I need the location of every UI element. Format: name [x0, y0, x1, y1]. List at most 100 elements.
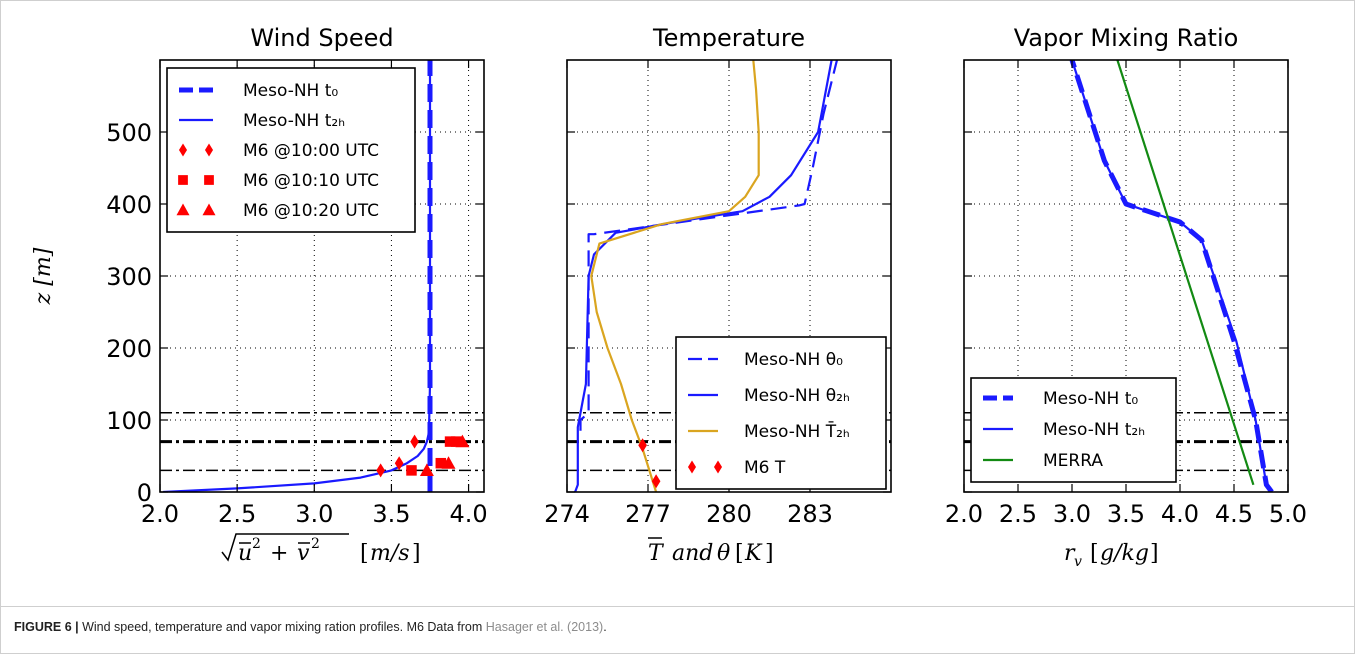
temperature-title: Temperature	[652, 24, 805, 52]
caption-citation-link[interactable]: Hasager et al. (2013)	[485, 620, 604, 634]
legend-label: Meso-NH T̄₂ₕ	[744, 420, 850, 442]
x-tick-label: 3.5	[372, 500, 410, 528]
svg-text:[: [	[1090, 541, 1099, 566]
y-tick-label: 100	[106, 407, 152, 435]
diamond-marker	[376, 463, 385, 478]
svg-text:]: ]	[1150, 541, 1159, 566]
legend-label: Meso-NH t₂ₕ	[1043, 420, 1145, 440]
x-tick-label: 283	[787, 500, 833, 528]
svg-text:v: v	[1074, 554, 1082, 570]
svg-text:and: and	[672, 541, 713, 566]
x-tick-label: 4.0	[1161, 500, 1199, 528]
series-group	[574, 60, 839, 492]
svg-text:m/s: m/s	[370, 541, 410, 566]
triangle-marker	[441, 456, 456, 469]
legend: Meso-NH θ₀ Meso-NH θ₂ₕ Meso-NH T̄₂ₕ M6 T	[675, 336, 887, 490]
legend-diamond-marker	[204, 143, 214, 157]
legend-label: M6 T	[744, 458, 786, 478]
temperature-xlabel: T and θ [ K ]	[648, 537, 774, 566]
vapor-mixing-ratio-title: Vapor Mixing Ratio	[1014, 24, 1239, 52]
series-line	[163, 60, 432, 492]
svg-text:[: [	[360, 541, 369, 566]
svg-text:r: r	[1064, 541, 1076, 566]
legend-diamond-marker	[687, 460, 697, 474]
svg-text:T: T	[648, 541, 665, 566]
figure-canvas: Wind Speed 2.0 2.5 3.0 3.5 4.0 0 100 200 300 400 5…	[31, 24, 1307, 570]
legend-label: M6 @10:00 UTC	[243, 141, 379, 161]
x-tick-label: 4.0	[449, 500, 487, 528]
svg-text:θ: θ	[717, 541, 730, 566]
series-line	[579, 60, 839, 431]
svg-text:[: [	[735, 541, 744, 566]
legend-label: Meso-NH t₂ₕ	[243, 111, 345, 131]
triangle-marker	[419, 463, 434, 476]
x-tick-label: 2.0	[141, 500, 179, 528]
svg-text:v: v	[297, 541, 310, 566]
vapor-xlabel: r v [ g/kg ]	[1064, 541, 1159, 570]
legend-diamond-marker	[713, 460, 723, 474]
x-tick-label: 2.5	[218, 500, 256, 528]
legend-triangle-marker	[202, 203, 216, 216]
legend-triangle-marker	[176, 203, 190, 216]
x-tick-label: 3.0	[1053, 500, 1091, 528]
x-tick-label: 4.5	[1215, 500, 1253, 528]
x-tick-label: 2.5	[999, 500, 1037, 528]
wind-speed-panel: Wind Speed 2.0 2.5 3.0 3.5 4.0 0 100 200 300 400 5…	[106, 24, 487, 528]
x-tick-label: 2.0	[945, 500, 983, 528]
y-tick-label: 0	[137, 479, 152, 507]
x-tick-label: 3.0	[295, 500, 333, 528]
diamond-marker	[410, 434, 419, 449]
diamond-marker	[394, 456, 404, 471]
x-tick-label: 277	[625, 500, 671, 528]
svg-text:2: 2	[252, 536, 261, 552]
legend-diamond-marker	[178, 143, 188, 157]
y-tick-label: 400	[106, 191, 152, 219]
legend-label: Meso-NH θ₀	[744, 350, 843, 370]
svg-text:u: u	[238, 541, 252, 566]
wind-ylabel: z [m]	[31, 247, 56, 305]
svg-text:]: ]	[412, 541, 421, 566]
x-tick-label: 274	[544, 500, 590, 528]
y-tick-label: 500	[106, 119, 152, 147]
series-line	[1070, 60, 1273, 492]
legend-label: Meso-NH θ₂ₕ	[744, 386, 850, 406]
x-tick-label: 5.0	[1269, 500, 1307, 528]
series-line	[590, 60, 760, 492]
caption-text: Wind speed, temperature and vapor mixing…	[78, 620, 486, 634]
x-tick-label: 280	[706, 500, 752, 528]
diamond-marker	[651, 474, 661, 489]
legend-label: MERRA	[1043, 451, 1103, 471]
triangle-marker	[455, 434, 470, 448]
legend-square-marker	[178, 175, 188, 185]
series-group	[1069, 60, 1274, 492]
legend-label: Meso-NH t₀	[243, 81, 338, 101]
legend-label: M6 @10:10 UTC	[243, 171, 379, 191]
legend: Meso-NH t₀ Meso-NH t₂ₕ MERRA	[970, 377, 1177, 483]
square-marker	[406, 465, 417, 476]
vapor-mixing-ratio-panel: Vapor Mixing Ratio 2.0 2.5 3.0 3.5 4.0 4.5 5.0…	[945, 24, 1307, 528]
y-tick-label: 300	[106, 263, 152, 291]
caption-label: FIGURE 6 |	[14, 620, 79, 634]
legend-square-marker	[204, 175, 214, 185]
series-line	[1116, 60, 1255, 486]
x-tick-label: 3.5	[1107, 500, 1145, 528]
svg-text:2: 2	[311, 536, 320, 552]
series-line	[574, 60, 833, 492]
legend-label: M6 @10:20 UTC	[243, 201, 379, 221]
caption-end: .	[603, 620, 607, 634]
legend: Meso-NH t₀ Meso-NH t₂ₕ M6 @10:00 UTC M6 @10…	[166, 67, 416, 233]
caption-divider	[0, 606, 1355, 607]
y-tick-label: 200	[106, 335, 152, 363]
wind-speed-title: Wind Speed	[250, 24, 393, 52]
svg-text:+: +	[270, 541, 288, 566]
diamond-marker	[638, 438, 647, 453]
svg-text:K: K	[744, 541, 763, 566]
legend-box	[675, 336, 887, 490]
svg-text:g/kg: g/kg	[1100, 541, 1149, 566]
wind-xlabel: u 2 + v 2 [ m/s ]	[221, 533, 421, 566]
legend-label: Meso-NH t₀	[1043, 389, 1138, 409]
figure-caption: FIGURE 6 | Wind speed, temperature and v…	[14, 620, 607, 634]
series-group	[163, 60, 470, 492]
